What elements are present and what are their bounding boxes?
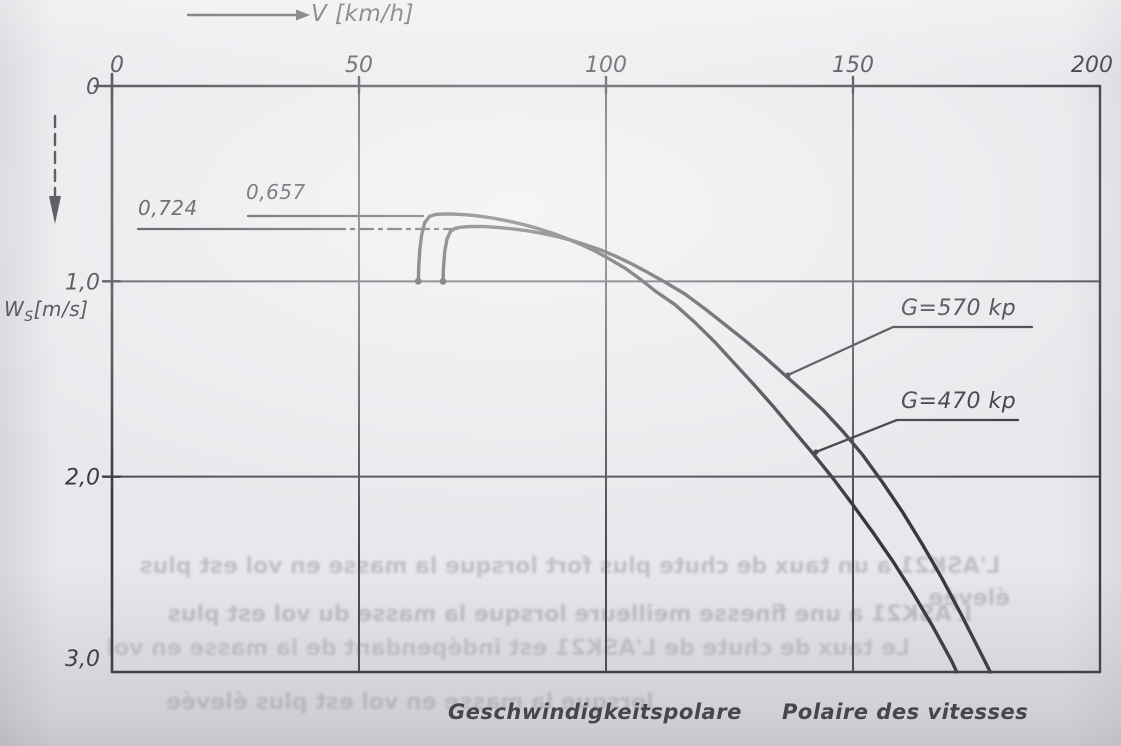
min-sink-label-570: 0,724	[138, 196, 198, 220]
leader-tip-dot	[813, 449, 819, 455]
weight-label-470: G=470 kp	[901, 389, 1017, 414]
stall-point-dot	[439, 277, 447, 285]
x-tick-label: 0	[110, 53, 124, 78]
min-sink-label-470: 0,657	[246, 180, 306, 204]
x-axis-title: V [km/h]	[311, 1, 415, 27]
y-axis-title-subscript: S	[24, 309, 34, 325]
stall-point-dot	[414, 277, 422, 285]
x-tick-label: 200	[1071, 53, 1113, 78]
x-tick-label: 150	[832, 53, 874, 78]
y-tick-label: 2,0	[65, 466, 100, 491]
x-axis-arrow-head	[296, 9, 310, 21]
y-axis-arrow-head	[49, 196, 61, 224]
y-axis-title: WS[m/s]	[4, 297, 88, 325]
y-tick-label: 3,0	[65, 647, 100, 672]
caption-german: Geschwindigkeitspolare	[448, 700, 742, 724]
x-tick-label: 50	[345, 53, 373, 78]
caption-french: Polaire des vitesses	[782, 700, 1029, 724]
leader-line-570	[786, 325, 1034, 377]
y-axis-title-symbol: W	[4, 297, 25, 321]
y-axis-title-unit: [m/s]	[33, 297, 89, 321]
leader-tip-dot	[785, 372, 791, 378]
x-tick-label: 100	[585, 53, 627, 78]
weight-label-570: G=570 kp	[901, 296, 1017, 321]
polar-curve-570	[441, 224, 992, 674]
polar-curve-470	[416, 212, 959, 674]
y-tick-label: 0	[86, 75, 100, 100]
y-tick-label: 1,0	[65, 270, 100, 295]
